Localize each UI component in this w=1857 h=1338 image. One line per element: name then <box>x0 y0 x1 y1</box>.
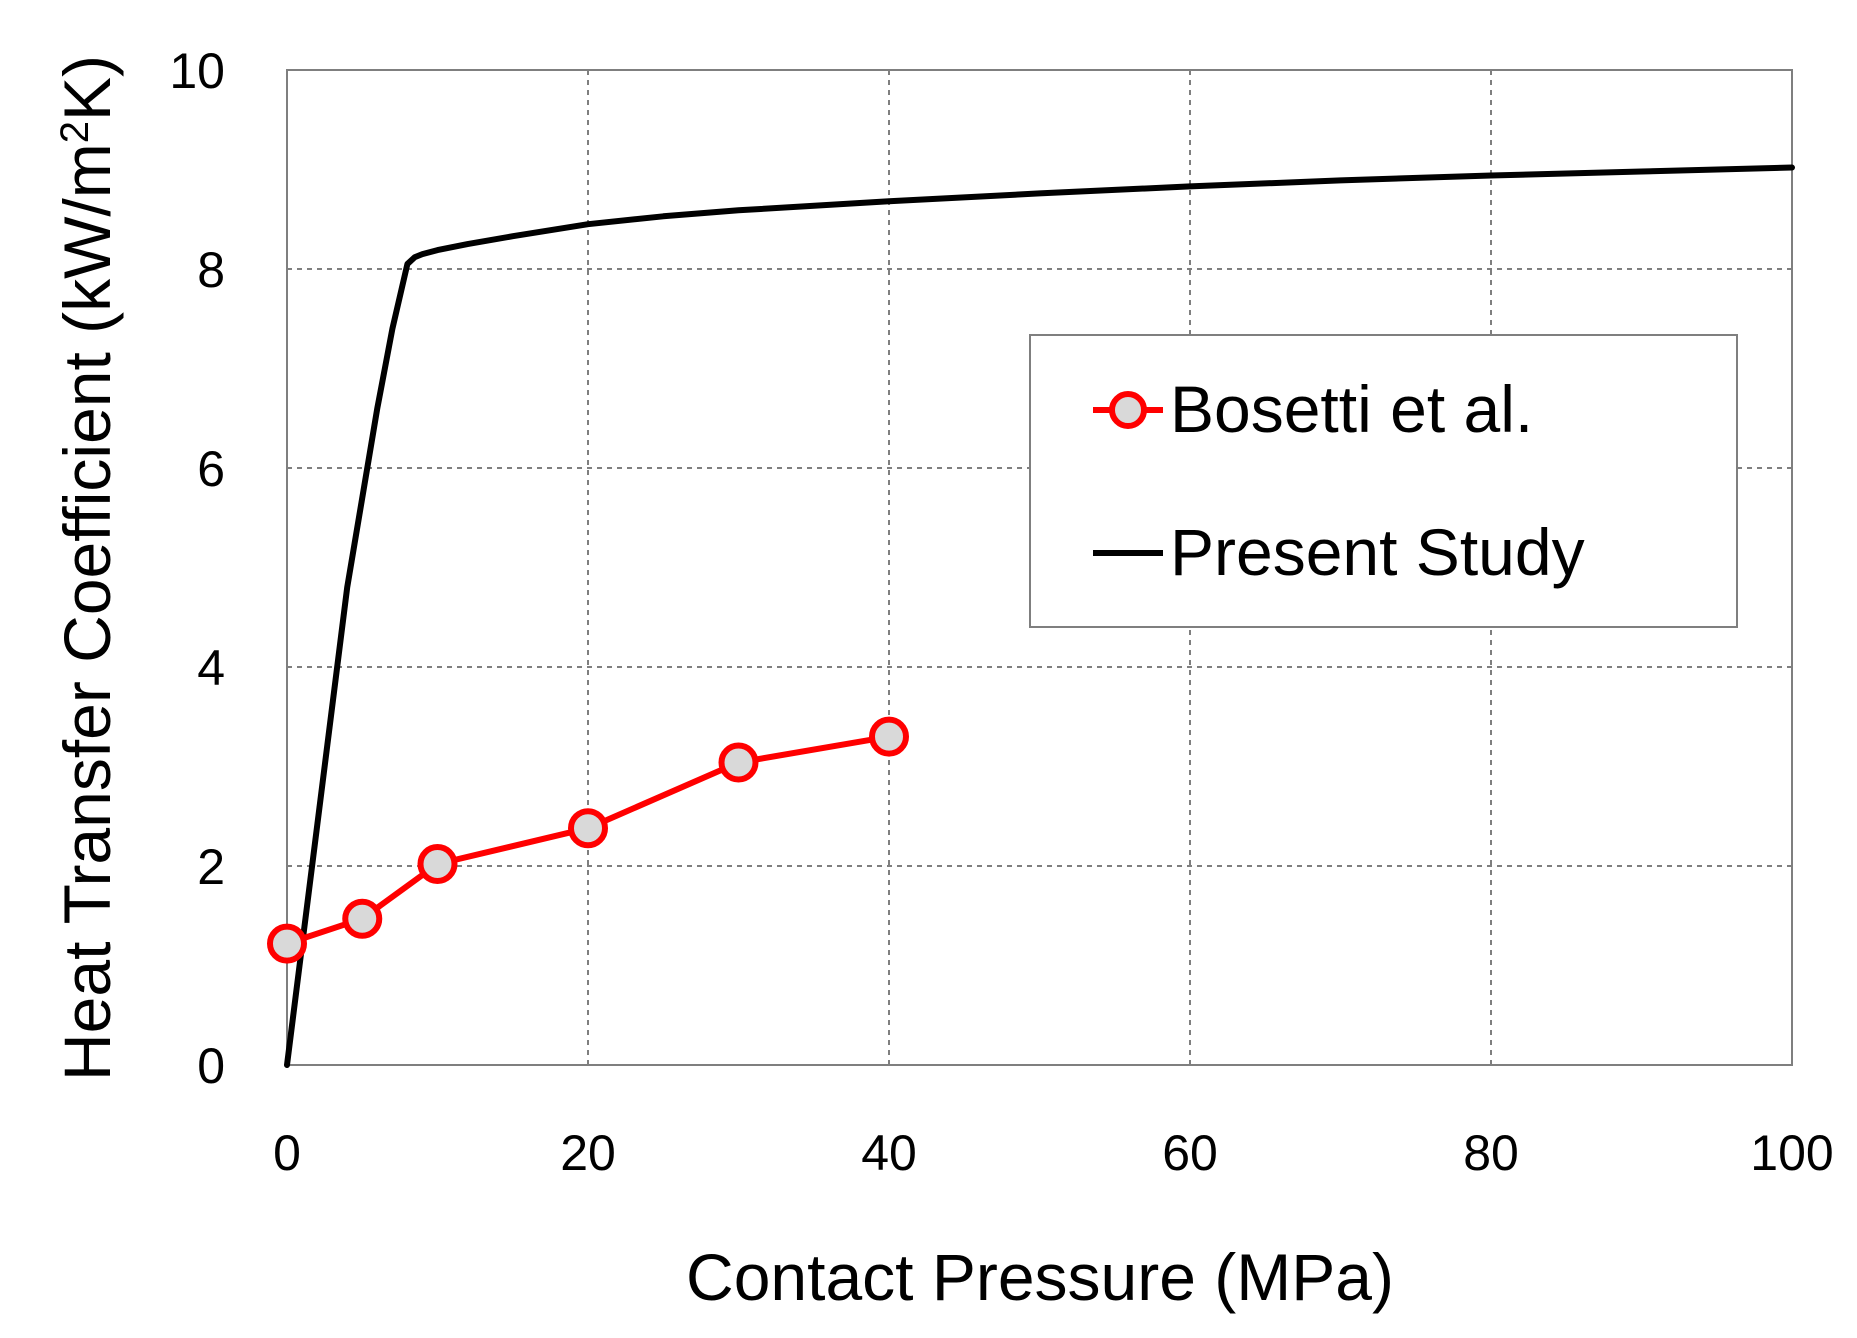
tick-label-layer: 0 20 40 60 80 100 0 2 4 6 8 10 <box>169 43 1833 1181</box>
legend-box <box>1029 334 1738 628</box>
y-tick-label: 4 <box>197 640 225 696</box>
y-axis-title: Heat Transfer Coefficient (kW/m2K) <box>50 55 124 1081</box>
y-tick-label: 10 <box>169 43 225 99</box>
y-axis-title-superscript: 2 <box>53 121 97 143</box>
x-tick-label: 100 <box>1750 1125 1833 1181</box>
series-layer <box>267 164 1795 1068</box>
y-tick-label: 8 <box>197 242 225 298</box>
data-point-bosetti <box>342 898 383 939</box>
y-axis-title-tail: K) <box>50 55 124 121</box>
data-point-bosetti <box>718 742 759 783</box>
y-tick-label: 0 <box>197 1038 225 1094</box>
data-point-bosetti <box>568 808 608 849</box>
data-point-bosetti <box>267 923 307 964</box>
y-tick-label: 2 <box>197 839 225 895</box>
legend-label-bosetti: Bosetti et al. <box>1170 372 1533 446</box>
legend-label-present-study: Present Study <box>1170 515 1585 589</box>
x-tick-label: 20 <box>560 1125 616 1181</box>
x-axis-title: Contact Pressure (MPa) <box>686 1240 1394 1314</box>
x-tick-label: 80 <box>1463 1125 1519 1181</box>
data-point-bosetti <box>869 716 909 757</box>
x-tick-label: 0 <box>273 1125 301 1181</box>
legend: Bosetti et al. Present Study <box>1029 334 1738 628</box>
x-tick-label: 60 <box>1162 1125 1218 1181</box>
series-line-present-study <box>284 164 1795 1068</box>
x-tick-label: 40 <box>861 1125 917 1181</box>
data-point-bosetti <box>417 844 458 885</box>
y-tick-label: 6 <box>197 441 225 497</box>
plot-area-frame <box>286 69 1793 1066</box>
legend-marker-bosetti <box>1109 391 1147 429</box>
y-axis-title-main: Heat Transfer Coefficient (kW/m <box>50 143 124 1081</box>
